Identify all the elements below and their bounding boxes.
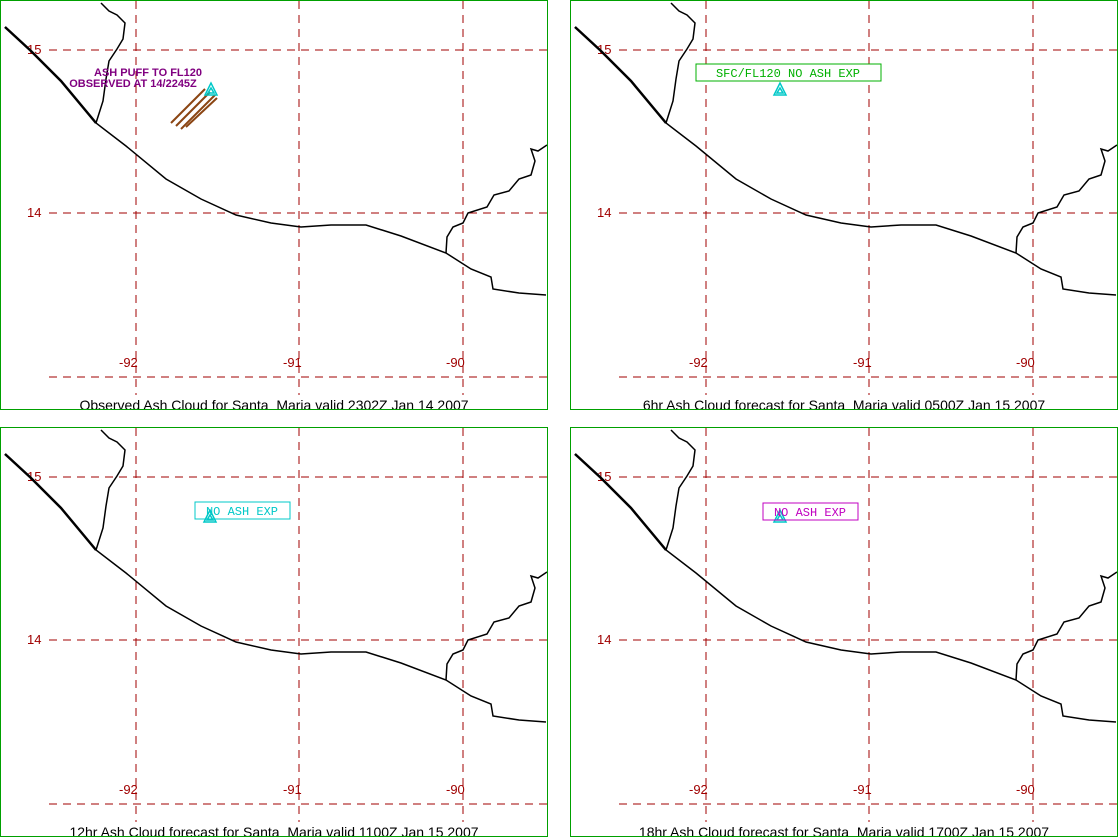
lon-label-91: -91 (283, 782, 302, 797)
lat-label-14: 14 (27, 205, 41, 220)
ash-hatch-line (185, 97, 218, 128)
land-border-west (95, 2, 126, 124)
lon-label-90: -90 (1016, 355, 1035, 370)
lon-label-90: -90 (446, 355, 465, 370)
volcano-triangle-icon (202, 508, 218, 523)
pacific-coastline (4, 453, 547, 723)
volcano-triangle-icon (203, 81, 219, 96)
land-border-west (95, 429, 126, 551)
observation-text-line-2: OBSERVED AT 14/2245Z (69, 78, 197, 90)
map-canvas: 15 14 -92 -91 -90 NO ASH EXP (4, 428, 547, 822)
land-border-east (1015, 571, 1117, 681)
volcano-triangle-inner (775, 86, 785, 94)
forecast-label-box (194, 501, 291, 520)
coastline-highlight (4, 453, 97, 551)
map-panel-12hr: 15 14 -92 -91 -90 NO ASH EXP 12hr Ash Cl… (0, 427, 548, 837)
coastline-highlight (574, 26, 667, 124)
coastline (4, 429, 547, 723)
panel-caption: 6hr Ash Cloud forecast for Santa Maria v… (642, 397, 1046, 410)
lat-label-14: 14 (597, 205, 611, 220)
panel-caption: Observed Ash Cloud for Santa Maria valid… (79, 397, 469, 410)
volcano-triangle-inner (205, 513, 215, 521)
panel-caption: 12hr Ash Cloud forecast for Santa Maria … (69, 824, 479, 837)
lat-label-15: 15 (27, 469, 41, 484)
ash-hatch-line (180, 94, 216, 130)
graticule (619, 1, 1117, 395)
lat-label-14: 14 (597, 632, 611, 647)
map-canvas: 15 14 -92 -91 -90 NO ASH EXP (574, 428, 1117, 822)
ash-puff-area (170, 88, 218, 130)
map-panel-6hr: 15 14 -92 -91 -90 SFC/FL120 NO ASH EXP 6… (570, 0, 1118, 410)
lat-label-15: 15 (597, 469, 611, 484)
lon-label-92: -92 (119, 782, 138, 797)
lat-label-15: 15 (27, 42, 41, 57)
lon-label-91: -91 (853, 355, 872, 370)
pacific-coastline (4, 26, 547, 296)
map-canvas: 15 14 -92 -91 -90 ASH PUFF TO FL120 OBSE… (4, 1, 547, 395)
land-border-east (1015, 144, 1117, 254)
lat-label-15: 15 (597, 42, 611, 57)
volcano-triangle-outer (772, 508, 788, 523)
volcano-triangle-inner (206, 86, 216, 94)
lon-label-92: -92 (119, 355, 138, 370)
pacific-coastline (574, 453, 1117, 723)
volcano-triangle-outer (202, 508, 218, 523)
lon-label-90: -90 (1016, 782, 1035, 797)
forecast-label-text: SFC/FL120 NO ASH EXP (716, 67, 860, 81)
graticule (49, 1, 547, 395)
ash-hatch-line (175, 91, 211, 127)
coastline (574, 429, 1117, 723)
forecast-label-text: NO ASH EXP (774, 506, 846, 520)
land-border-west (665, 2, 696, 124)
map-canvas: 15 14 -92 -91 -90 SFC/FL120 NO ASH EXP (574, 1, 1117, 395)
coastline (4, 2, 547, 296)
land-border-west (665, 429, 696, 551)
lon-label-90: -90 (446, 782, 465, 797)
forecast-label-text: NO ASH EXP (206, 505, 278, 519)
observation-text-line-1: ASH PUFF TO FL120 (94, 67, 202, 79)
forecast-label-box (762, 502, 859, 521)
land-border-east (445, 144, 547, 254)
coastline-highlight (4, 26, 97, 124)
graticule (49, 428, 547, 822)
map-panel-18hr: 15 14 -92 -91 -90 NO ASH EXP 18hr Ash Cl… (570, 427, 1118, 837)
lon-label-91: -91 (283, 355, 302, 370)
map-panel-observed: 15 14 -92 -91 -90 ASH PUFF TO FL120 OBSE… (0, 0, 548, 410)
lon-label-92: -92 (689, 782, 708, 797)
panel-caption: 18hr Ash Cloud forecast for Santa Maria … (638, 824, 1050, 837)
graticule (619, 428, 1117, 822)
ash-hatch-line (170, 88, 206, 124)
volcano-triangle-outer (203, 81, 219, 96)
forecast-label-box (695, 63, 882, 82)
coastline (574, 2, 1117, 296)
land-border-east (445, 571, 547, 681)
coastline-highlight (574, 453, 667, 551)
lat-label-14: 14 (27, 632, 41, 647)
lon-label-92: -92 (689, 355, 708, 370)
lon-label-91: -91 (853, 782, 872, 797)
volcano-triangle-outer (772, 81, 788, 96)
volcano-triangle-icon (772, 81, 788, 96)
